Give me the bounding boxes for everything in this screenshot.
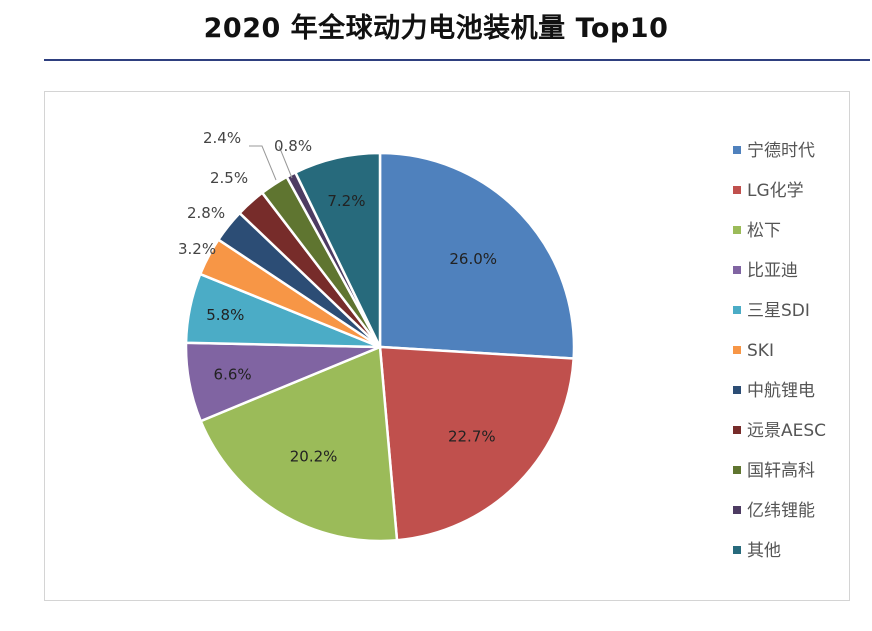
pie-slice <box>378 345 575 542</box>
data-label: 26.0% <box>449 250 497 268</box>
pie-slice <box>199 345 399 543</box>
legend-swatch <box>733 146 741 154</box>
data-label: 2.8% <box>187 204 225 222</box>
legend-label: 三星SDI <box>747 301 810 321</box>
legend-swatch <box>733 186 741 194</box>
data-label: 3.2% <box>178 240 216 258</box>
pie-slices <box>184 151 576 543</box>
legend-label: SKI <box>747 341 774 361</box>
data-label: 5.8% <box>206 306 244 324</box>
leader-line <box>249 145 277 181</box>
legend-swatch <box>733 506 741 514</box>
legend-label: LG化学 <box>747 181 804 201</box>
legend-swatch <box>733 306 741 314</box>
leader-lines <box>249 145 293 181</box>
pie-slice <box>378 151 576 360</box>
data-label: 7.2% <box>327 192 365 210</box>
legend-swatch <box>733 426 741 434</box>
pie-slice <box>293 151 382 348</box>
data-labels: 26.0% 22.7% 20.2% 6.6% 5.8% 3.2% 2.8% 2.5% 2.4% 0… <box>178 129 497 466</box>
legend-label: 比亚迪 <box>747 261 798 281</box>
data-label: 20.2% <box>290 448 338 466</box>
legend-swatch <box>733 466 741 474</box>
page-title: 2020 年全球动力电池装机量 Top10 <box>203 13 669 44</box>
legend-label: 国轩高科 <box>747 461 815 481</box>
title-divider <box>44 59 870 61</box>
legend-swatch <box>733 226 741 234</box>
legend-swatch <box>733 386 741 394</box>
leader-line <box>278 145 293 179</box>
data-label: 2.5% <box>210 169 248 187</box>
legend-swatch <box>733 546 741 554</box>
data-label: 22.7% <box>448 427 496 445</box>
legend-swatch <box>733 266 741 274</box>
legend-label: 宁德时代 <box>747 141 815 161</box>
data-label: 0.8% <box>274 137 312 155</box>
data-label: 6.6% <box>214 366 252 384</box>
legend-label: 亿纬锂能 <box>747 501 815 521</box>
legend-label: 其他 <box>747 541 781 561</box>
data-label: 2.4% <box>203 129 241 147</box>
legend-swatch <box>733 346 741 354</box>
legend-label: 松下 <box>747 221 781 241</box>
legend-label: 中航锂电 <box>747 381 815 401</box>
legend-label: 远景AESC <box>747 421 826 441</box>
